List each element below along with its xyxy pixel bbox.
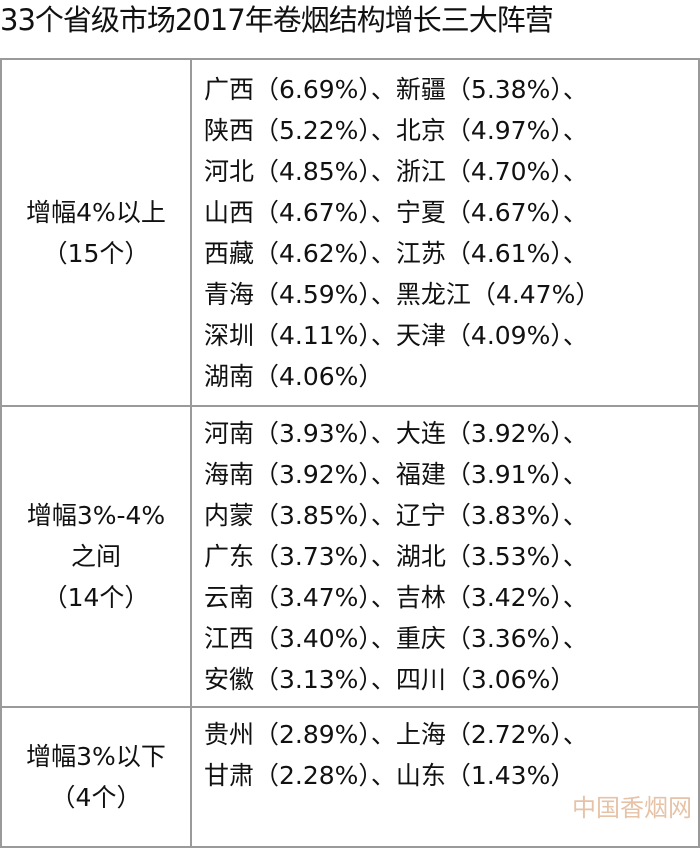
growth-table: 增幅4%以上 （15个） 广西（6.69%）、新疆（5.38%）、 陕西（5.22%）… bbox=[0, 58, 700, 848]
label-line: 之间 bbox=[70, 542, 121, 571]
value-line: 广西（6.69%）、新疆（5.38%）、 bbox=[204, 74, 588, 104]
value-line: 江西（3.40%）、重庆（3.36%）、 bbox=[204, 624, 588, 653]
watermark: 中国香烟网 bbox=[572, 794, 692, 822]
value-line: 河北（4.85%）、浙江（4.70%）、 bbox=[204, 156, 588, 186]
label-line: 增幅4%以上 bbox=[26, 197, 166, 227]
table-row: 增幅4%以上 （15个） 广西（6.69%）、新疆（5.38%）、 陕西（5.22%）… bbox=[0, 58, 700, 407]
label-line: 增幅3%-4% bbox=[26, 501, 166, 530]
value-line: 深圳（4.11%）、天津（4.09%）、 bbox=[204, 320, 588, 350]
row-values: 河南（3.93%）、大连（3.92%）、 海南（3.92%）、福建（3.91%）、… bbox=[190, 405, 700, 708]
row-label: 增幅4%以上 （15个） bbox=[0, 58, 192, 407]
label-line: （14个） bbox=[42, 583, 150, 612]
row-label: 增幅3%-4% 之间 （14个） bbox=[0, 405, 192, 708]
value-line: 陕西（5.22%）、北京（4.97%）、 bbox=[204, 115, 588, 145]
label-line: （4个） bbox=[50, 783, 142, 812]
value-line: 山西（4.67%）、宁夏（4.67%）、 bbox=[204, 197, 588, 227]
table-body: 增幅4%以上 （15个） 广西（6.69%）、新疆（5.38%）、 陕西（5.22%）… bbox=[0, 58, 700, 848]
row-values: 广西（6.69%）、新疆（5.38%）、 陕西（5.22%）、北京（4.97%）、… bbox=[190, 58, 700, 407]
row-label: 增幅3%以下 （4个） bbox=[0, 706, 192, 848]
value-line: 贵州（2.89%）、上海（2.72%）、 bbox=[204, 720, 588, 749]
value-line: 西藏（4.62%）、江苏（4.61%）、 bbox=[204, 238, 588, 268]
table-row: 增幅3%以下 （4个） 贵州（2.89%）、上海（2.72%）、 甘肃（2.28%）、… bbox=[0, 706, 700, 848]
value-line: 河南（3.93%）、大连（3.92%）、 bbox=[204, 419, 588, 448]
value-line: 安徽（3.13%）、四川（3.06%） bbox=[204, 665, 576, 694]
value-line: 甘肃（2.28%）、山东（1.43%） bbox=[204, 761, 576, 790]
value-line: 广东（3.73%）、湖北（3.53%）、 bbox=[204, 542, 588, 571]
value-line: 青海（4.59%）、黑龙江（4.47%） bbox=[204, 279, 601, 309]
value-line: 云南（3.47%）、吉林（3.42%）、 bbox=[204, 583, 588, 612]
row-values: 贵州（2.89%）、上海（2.72%）、 甘肃（2.28%）、山东（1.43%） bbox=[190, 706, 700, 848]
value-line: 内蒙（3.85%）、辽宁（3.83%）、 bbox=[204, 501, 588, 530]
title: 33个省级市场2017年卷烟结构增长三大阵营 bbox=[0, 3, 554, 37]
value-line: 海南（3.92%）、福建（3.91%）、 bbox=[204, 460, 588, 489]
value-line: 湖南（4.06%） bbox=[204, 361, 384, 391]
label-line: 增幅3%以下 bbox=[26, 742, 166, 771]
label-line: （15个） bbox=[42, 238, 150, 268]
table-row: 增幅3%-4% 之间 （14个） 河南（3.93%）、大连（3.92%）、 海南（3.9… bbox=[0, 405, 700, 708]
